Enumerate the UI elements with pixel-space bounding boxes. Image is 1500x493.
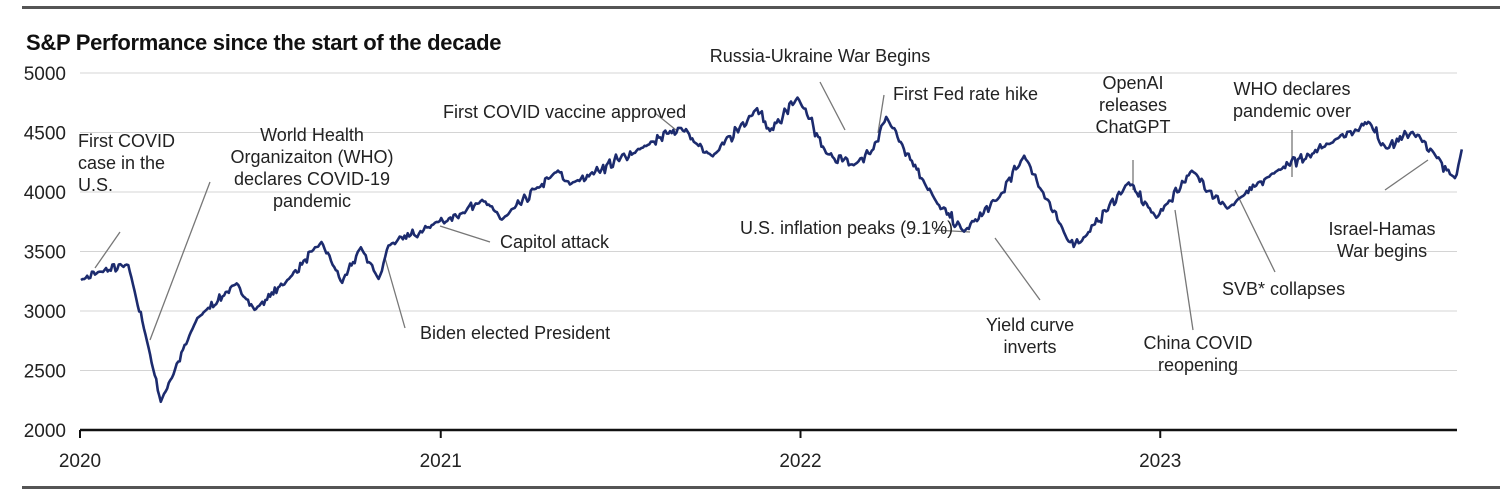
annotation-line: First COVID	[78, 131, 175, 151]
sp500-line	[80, 96, 1464, 404]
annotation-leader	[149, 181, 211, 341]
x-axis-ticks: 2020 2021 2022 2023	[59, 430, 1181, 472]
y-tick-label: 5000	[24, 64, 66, 85]
annotation-label: Israel-Hamas War begins	[1328, 219, 1435, 261]
annotation-label: World Health Organizaiton (WHO) declares C…	[230, 125, 393, 211]
annotation-line: case in the	[78, 153, 165, 173]
y-tick-label: 2000	[24, 421, 66, 442]
top-rule	[22, 6, 1500, 9]
annotation-line: WHO declares	[1233, 79, 1350, 99]
annotation-label: First COVID case in the U.S.	[78, 131, 175, 195]
y-tick-label: 2500	[24, 362, 66, 383]
annotation-line: World Health	[260, 125, 364, 145]
annotation-label: China COVID reopening	[1143, 333, 1252, 375]
annotation-line: ChatGPT	[1095, 117, 1170, 137]
annotation-line: First COVID vaccine approved	[443, 102, 686, 122]
annotation-line: Biden elected President	[420, 323, 610, 343]
annotation-line: Organizaiton (WHO)	[230, 147, 393, 167]
x-tick-label: 2022	[779, 451, 821, 472]
annotation-line: reopening	[1158, 355, 1238, 375]
annotation-leader	[654, 112, 677, 131]
annotation-label: First COVID vaccine approved	[443, 102, 686, 122]
y-tick-label: 3000	[24, 302, 66, 323]
annotation-line: Yield curve	[986, 315, 1074, 335]
x-tick-label: 2021	[420, 451, 462, 472]
x-tick-label: 2023	[1139, 451, 1181, 472]
annotation-line: SVB* collapses	[1222, 279, 1345, 299]
annotation-label: OpenAI releases ChatGPT	[1095, 73, 1170, 137]
annotation-label: First Fed rate hike	[893, 84, 1038, 104]
annotation-leader	[877, 94, 885, 134]
annotation-line: OpenAI	[1102, 73, 1163, 93]
annotation-line: U.S. inflation peaks (9.1%)	[740, 218, 953, 238]
annotation-label: Capitol attack	[500, 232, 610, 252]
annotation-line: releases	[1099, 95, 1167, 115]
annotation-label: SVB* collapses	[1222, 279, 1345, 299]
annotation-label: WHO declares pandemic over	[1233, 79, 1351, 121]
chart-title: S&P Performance since the start of the d…	[26, 30, 502, 55]
x-tick-label: 2020	[59, 451, 101, 472]
annotation-line: pandemic over	[1233, 101, 1351, 121]
annotation-label: U.S. inflation peaks (9.1%)	[740, 218, 953, 238]
annotation-line: First Fed rate hike	[893, 84, 1038, 104]
annotation-leader	[994, 237, 1041, 301]
annotation-leader	[384, 257, 406, 329]
annotation-line: Capitol attack	[500, 232, 610, 252]
annotation-line: inverts	[1003, 337, 1056, 357]
annotation-leader	[1174, 209, 1194, 331]
annotation-line: China COVID	[1143, 333, 1252, 353]
y-tick-label: 4000	[24, 183, 66, 204]
annotation-line: U.S.	[78, 175, 113, 195]
annotation-label: Biden elected President	[420, 323, 610, 343]
annotation-label: Yield curve inverts	[986, 315, 1074, 357]
annotations: First COVID case in the U.S. World Health Or…	[78, 46, 1436, 375]
annotation-leader	[94, 231, 121, 269]
annotation-label: Russia-Ukraine War Begins	[710, 46, 930, 66]
annotation-line: War begins	[1337, 241, 1427, 261]
annotation-line: declares COVID-19	[234, 169, 390, 189]
bottom-rule	[22, 486, 1500, 489]
annotation-leaders	[94, 81, 1429, 341]
annotation-line: Israel-Hamas	[1328, 219, 1435, 239]
annotation-line: pandemic	[273, 191, 351, 211]
annotation-leader	[1384, 159, 1429, 191]
y-tick-label: 4500	[24, 124, 66, 145]
series-layer	[80, 96, 1464, 404]
annotation-leader	[1234, 189, 1276, 273]
annotation-leader	[819, 81, 846, 131]
y-axis-ticks: 2000 2500 3000 3500 4000 4500 5000	[24, 64, 66, 442]
y-tick-label: 3500	[24, 243, 66, 264]
annotation-line: Russia-Ukraine War Begins	[710, 46, 930, 66]
annotation-leader	[439, 225, 491, 243]
